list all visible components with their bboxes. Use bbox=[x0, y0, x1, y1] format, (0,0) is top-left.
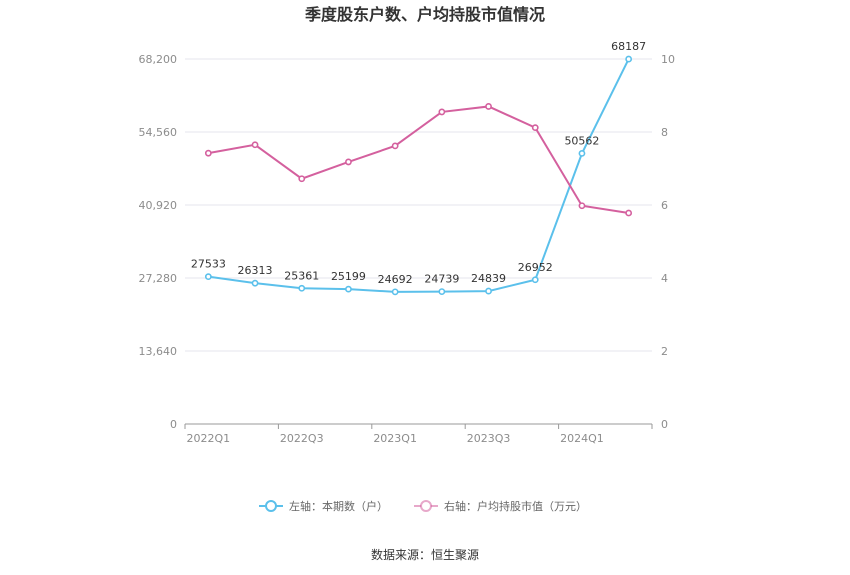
gridlines bbox=[185, 58, 652, 352]
data-point[interactable] bbox=[578, 149, 586, 157]
right-tick-label: 8 bbox=[661, 126, 668, 139]
data-point[interactable] bbox=[438, 288, 446, 295]
x-tick-label: 2023Q3 bbox=[467, 432, 511, 445]
data-point[interactable] bbox=[204, 149, 212, 157]
series-left: 27533 26313 25361 25199 24692 24739 24839 26952… bbox=[191, 40, 646, 296]
legend[interactable]: 左轴：本期数（户） 右轴：户均持股市值（万元） bbox=[259, 499, 587, 513]
data-point[interactable] bbox=[391, 288, 399, 296]
series-line bbox=[208, 58, 630, 293]
right-tick-label: 4 bbox=[661, 272, 668, 285]
right-tick-label: 10 bbox=[661, 53, 675, 66]
data-point[interactable] bbox=[578, 202, 586, 210]
data-point[interactable] bbox=[391, 142, 399, 150]
data-label: 27533 bbox=[191, 258, 226, 271]
right-tick-label: 6 bbox=[661, 199, 668, 212]
data-point[interactable] bbox=[485, 287, 492, 295]
data-point[interactable] bbox=[438, 108, 446, 116]
data-point[interactable] bbox=[298, 284, 306, 292]
left-tick-label: 13,640 bbox=[139, 345, 178, 358]
chart-title: 季度股东户数、户均持股市值情况 bbox=[304, 5, 545, 24]
series-line bbox=[208, 105, 629, 215]
left-tick-label: 68,200 bbox=[139, 53, 178, 66]
data-point[interactable] bbox=[251, 141, 259, 149]
data-label: 50562 bbox=[564, 134, 599, 147]
source-note: 数据来源：恒生聚源 bbox=[371, 547, 479, 562]
left-tick-label: 40,920 bbox=[139, 199, 178, 212]
data-label: 24739 bbox=[424, 273, 459, 286]
data-point[interactable] bbox=[345, 285, 352, 293]
legend-item[interactable]: 左轴：本期数（户） bbox=[259, 499, 388, 513]
data-point[interactable] bbox=[251, 279, 259, 287]
x-tick-label: 2024Q1 bbox=[560, 432, 604, 445]
left-axis: 0 13,640 27,280 40,920 54,560 68,200 bbox=[139, 53, 178, 431]
data-point[interactable] bbox=[625, 209, 633, 217]
x-axis: 2022Q1 2022Q3 2023Q1 2023Q3 2024Q1 bbox=[184, 423, 653, 445]
x-tick-label: 2023Q1 bbox=[373, 432, 417, 445]
series-layer: 27533 26313 25361 25199 24692 24739 24839 26952… bbox=[191, 40, 646, 296]
data-label: 26313 bbox=[238, 264, 273, 277]
data-point[interactable] bbox=[298, 175, 306, 183]
data-label: 25361 bbox=[284, 269, 319, 282]
legend-marker-icon bbox=[265, 500, 277, 512]
data-point[interactable] bbox=[531, 276, 539, 284]
data-label: 68187 bbox=[611, 40, 646, 53]
legend-item[interactable]: 右轴：户均持股市值（万元） bbox=[414, 499, 587, 513]
data-label: 24839 bbox=[471, 272, 506, 285]
series-right bbox=[204, 103, 633, 217]
data-label: 25199 bbox=[331, 270, 366, 283]
data-label: 26952 bbox=[518, 261, 553, 274]
legend-label: 右轴：户均持股市值（万元） bbox=[444, 499, 587, 513]
data-point[interactable] bbox=[625, 55, 633, 63]
x-tick-label: 2022Q3 bbox=[280, 432, 324, 445]
right-tick-label: 2 bbox=[661, 345, 668, 358]
left-tick-label: 54,560 bbox=[139, 126, 178, 139]
x-tick-label: 2022Q1 bbox=[187, 432, 231, 445]
data-point[interactable] bbox=[485, 103, 492, 110]
data-point[interactable] bbox=[345, 158, 352, 166]
right-axis: 0 2 4 6 8 10 bbox=[661, 53, 675, 431]
legend-marker-icon bbox=[420, 500, 432, 512]
legend-label: 左轴：本期数（户） bbox=[289, 499, 388, 513]
data-point[interactable] bbox=[531, 124, 539, 132]
left-tick-label: 0 bbox=[170, 418, 177, 431]
data-label: 24692 bbox=[378, 273, 413, 286]
data-point[interactable] bbox=[204, 273, 212, 281]
left-tick-label: 27,280 bbox=[139, 272, 178, 285]
right-tick-label: 0 bbox=[661, 418, 668, 431]
